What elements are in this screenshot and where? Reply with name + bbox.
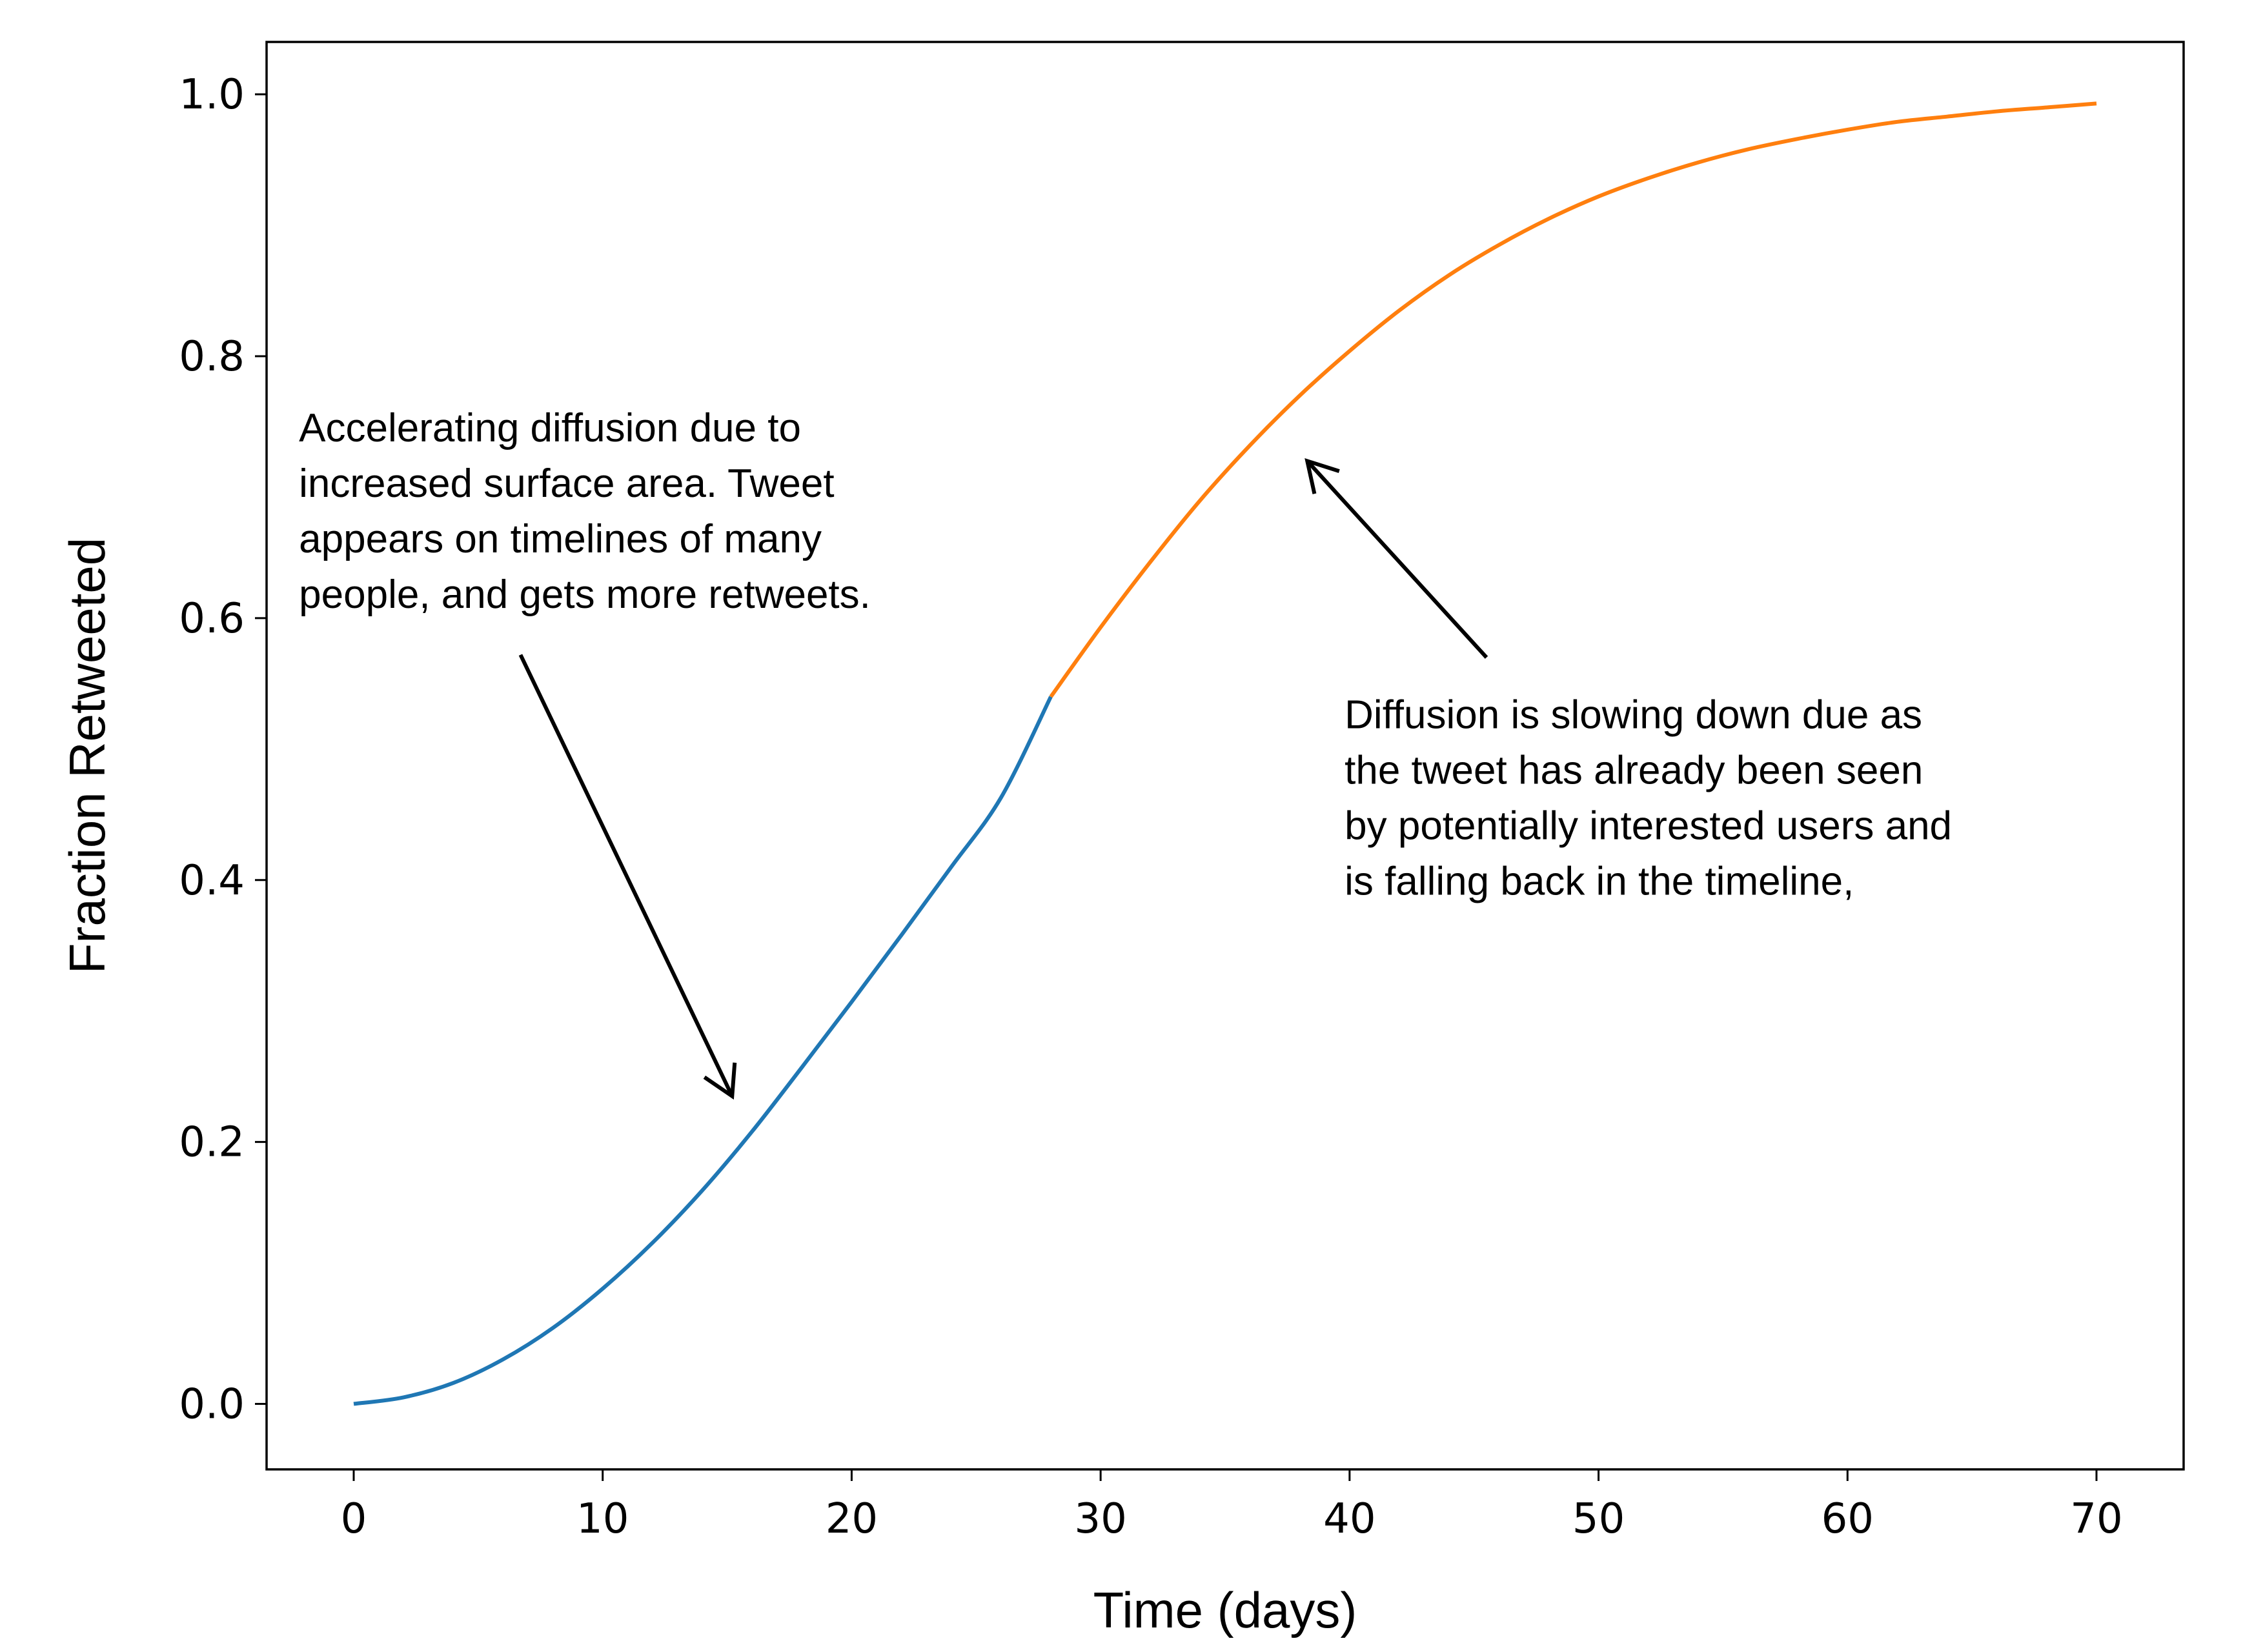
x-tick-label: 40 xyxy=(1323,1495,1375,1543)
annotation-line: increased surface area. Tweet xyxy=(299,461,834,506)
x-tick-label: 60 xyxy=(1822,1495,1874,1543)
y-axis-label: Fraction Retweeted xyxy=(59,538,116,974)
annotation-arrow-2 xyxy=(1306,459,1488,659)
x-tick-label: 50 xyxy=(1572,1495,1625,1543)
annotation-line: the tweet has already been seen xyxy=(1345,748,1923,792)
y-tick-label: 1.0 xyxy=(179,71,245,119)
x-tick-label: 0 xyxy=(341,1495,367,1543)
y-tick-label: 0.8 xyxy=(179,333,245,381)
annotation-line: appears on timelines of many xyxy=(299,517,822,561)
annotation-text-2: Diffusion is slowing down due as the twee… xyxy=(1345,692,1952,903)
x-tick-label: 70 xyxy=(2070,1495,2122,1543)
annotation-line: is falling back in the timeline, xyxy=(1345,859,1854,903)
annotation-arrowhead-1 xyxy=(703,1062,737,1100)
annotation-arrow-1 xyxy=(518,654,734,1097)
y-tick-label: 0.2 xyxy=(179,1119,245,1167)
axis-ticks: 0 10 20 30 40 50 60 70 0.0 0.2 0.4 0.6 0.8 1.0 xyxy=(179,71,2123,1543)
annotation-line: by potentially interested users and xyxy=(1345,803,1952,848)
annotation-line: Accelerating diffusion due to xyxy=(299,406,801,450)
plot-area xyxy=(265,41,2185,1471)
annotation-arrowhead-2 xyxy=(1304,458,1340,494)
y-tick-label: 0.0 xyxy=(179,1381,245,1429)
annotation-text-1: Accelerating diffusion due to increased s… xyxy=(299,406,871,617)
x-tick-label: 20 xyxy=(826,1495,878,1543)
x-axis-label: Time (days) xyxy=(1093,1582,1357,1638)
x-tick-label: 30 xyxy=(1074,1495,1126,1543)
y-tick-label: 0.4 xyxy=(179,857,245,905)
series-line-1 xyxy=(353,696,1053,1406)
y-tick-label: 0.6 xyxy=(179,595,245,643)
data-series xyxy=(353,101,2097,1406)
annotation-line: people, and gets more retweets. xyxy=(299,572,871,617)
x-tick-label: 10 xyxy=(576,1495,629,1543)
series-line-2 xyxy=(1049,101,2097,698)
annotations: Accelerating diffusion due to increased s… xyxy=(299,406,1952,1100)
annotation-line: Diffusion is slowing down due as xyxy=(1345,692,1922,737)
